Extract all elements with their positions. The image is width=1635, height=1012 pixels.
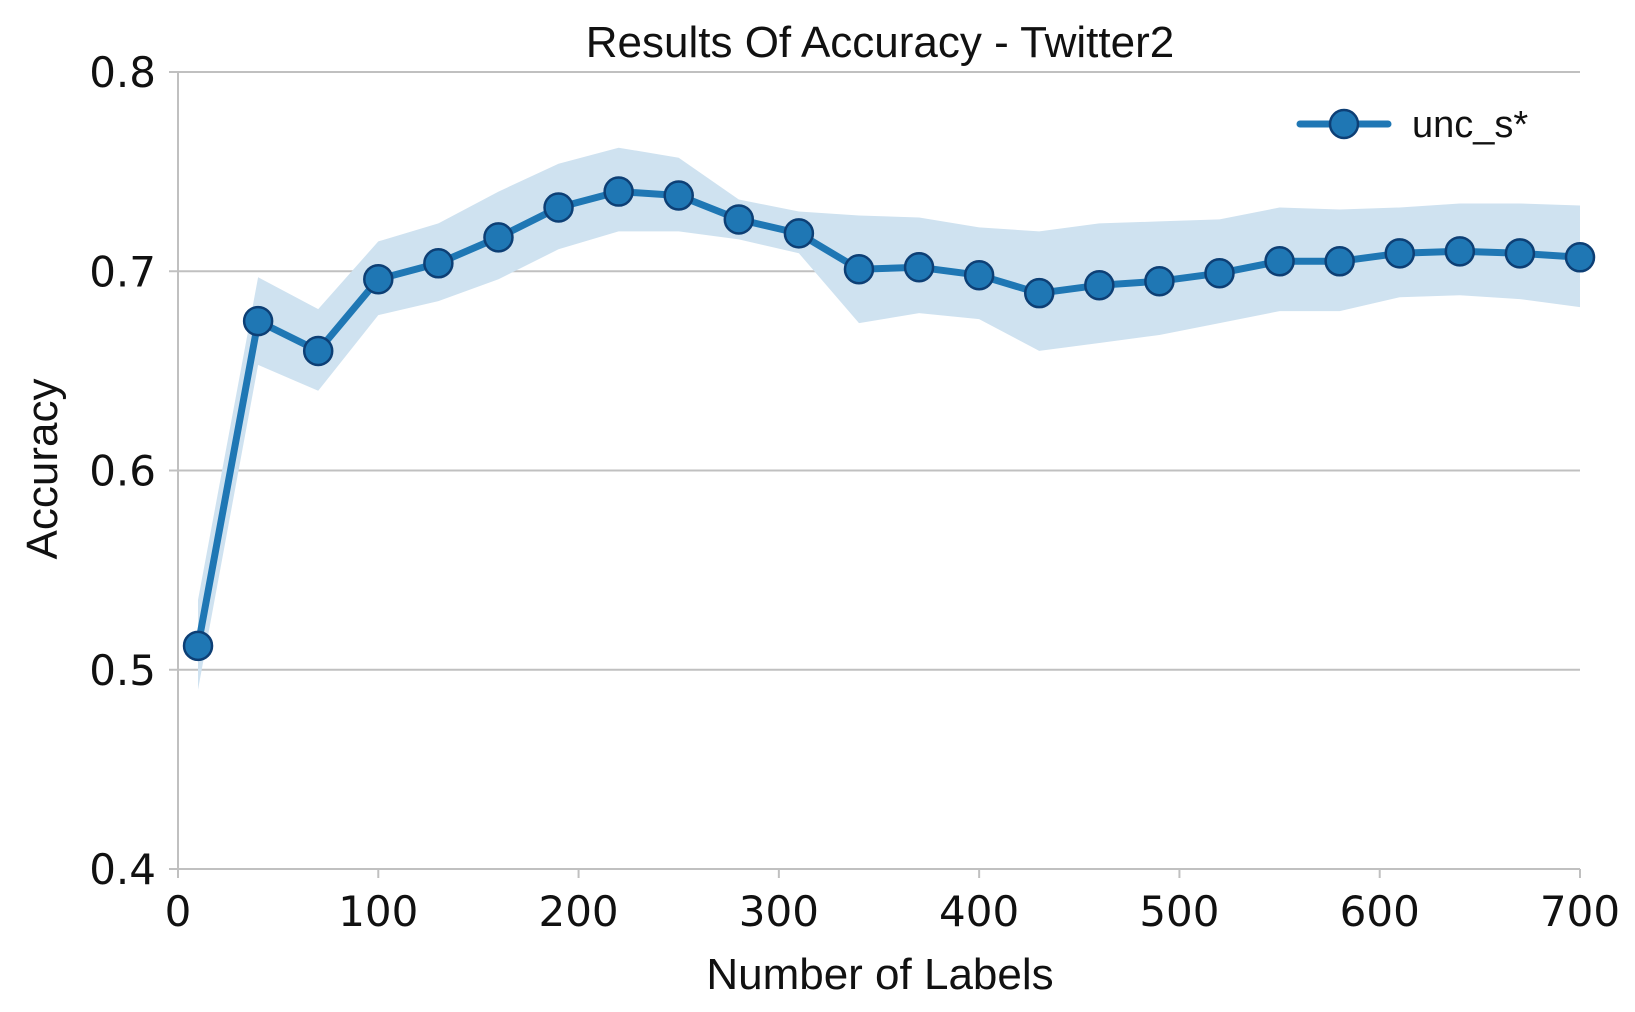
data-point <box>1023 277 1055 309</box>
legend-marker-swatch <box>1328 108 1360 140</box>
y-tick-label: 0.5 <box>89 646 156 695</box>
data-point <box>903 252 935 283</box>
data-point <box>1324 246 1355 277</box>
data-point <box>1204 257 1235 289</box>
data-point <box>1144 265 1175 297</box>
chart-title: Results Of Accuracy - Twitter2 <box>586 18 1174 67</box>
x-tick-label: 400 <box>939 887 1019 936</box>
data-point <box>1264 246 1295 277</box>
axes <box>169 71 1581 878</box>
y-axis-label: Accuracy <box>18 379 67 560</box>
x-tick-label: 500 <box>1139 887 1219 936</box>
data-point <box>1504 238 1536 269</box>
data-point <box>603 176 634 207</box>
data-point <box>1084 269 1115 301</box>
x-axis-label: Number of Labels <box>706 950 1053 999</box>
y-tick-label: 0.6 <box>89 447 156 496</box>
data-point <box>242 305 274 337</box>
legend: unc_s* <box>1296 104 1528 146</box>
grid-lines <box>178 71 1580 671</box>
data-point <box>363 263 394 295</box>
data-point <box>1444 236 1476 267</box>
data-point <box>1384 238 1415 269</box>
confidence-band <box>198 147 1580 690</box>
data-point <box>963 259 995 291</box>
legend-label: unc_s* <box>1412 104 1528 146</box>
series-markers <box>182 176 1596 662</box>
x-tick-label: 600 <box>1340 887 1420 936</box>
x-tick-label: 0 <box>165 887 192 936</box>
data-point <box>483 222 514 253</box>
x-tick-label: 700 <box>1540 887 1620 936</box>
y-tick-label: 0.4 <box>89 845 156 894</box>
data-point <box>663 180 694 211</box>
data-point <box>783 218 815 249</box>
confidence-band-group <box>198 147 1580 690</box>
data-point <box>423 248 454 279</box>
data-point <box>723 204 755 235</box>
data-point <box>843 254 875 285</box>
x-tick-label: 200 <box>538 887 618 936</box>
x-tick-label: 300 <box>739 887 819 936</box>
data-point <box>302 335 334 367</box>
y-tick-label: 0.7 <box>89 247 156 296</box>
data-point <box>1564 242 1596 273</box>
data-point <box>182 630 214 662</box>
tick-labels: 0 100 200 300 400 500 600 700 0.4 0.5 0.6 0.7 0.8 <box>89 48 1620 936</box>
data-point <box>543 192 574 223</box>
x-tick-label: 100 <box>338 887 418 936</box>
y-tick-label: 0.8 <box>89 48 156 97</box>
